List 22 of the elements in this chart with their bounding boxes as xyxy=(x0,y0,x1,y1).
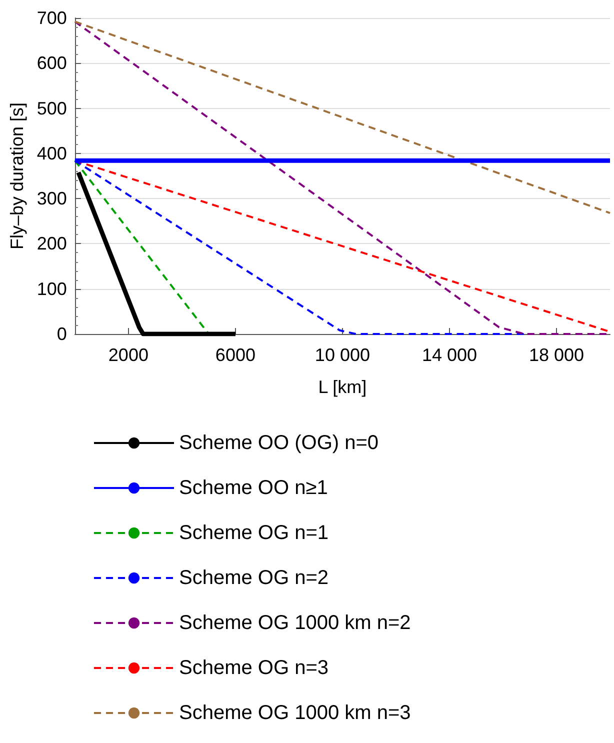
y-tick-label: 100 xyxy=(36,278,67,299)
y-tick-label: 300 xyxy=(36,188,67,209)
x-tick-label: 10 000 xyxy=(314,345,370,365)
legend-label: Scheme OO (OG) n=0 xyxy=(179,432,379,454)
x-tick-label: 18 000 xyxy=(528,345,584,365)
y-tick-label: 0 xyxy=(56,324,67,344)
y-tick-label: 700 xyxy=(36,8,67,28)
y-tick-label: 400 xyxy=(36,143,67,164)
y-tick-label: 600 xyxy=(36,53,67,74)
x-tick-label: 2000 xyxy=(108,345,148,365)
y-tick-label: 200 xyxy=(36,234,67,254)
legend-label: Scheme OG n=2 xyxy=(179,567,329,589)
legend-label: Scheme OO n≥1 xyxy=(179,477,328,499)
y-axis-title: Fly–by duration [s] xyxy=(7,102,27,250)
x-tick-label: 14 000 xyxy=(422,345,478,365)
x-tick-label: 6000 xyxy=(215,345,256,365)
legend-label: Scheme OG 1000 km n=2 xyxy=(179,612,411,634)
legend-label: Scheme OG n=1 xyxy=(179,522,329,544)
y-tick-label: 500 xyxy=(36,98,67,118)
legend-label: Scheme OG n=3 xyxy=(179,657,329,679)
x-axis-title: L [km] xyxy=(318,377,367,397)
legend-label: Scheme OG 1000 km n=3 xyxy=(179,702,411,724)
